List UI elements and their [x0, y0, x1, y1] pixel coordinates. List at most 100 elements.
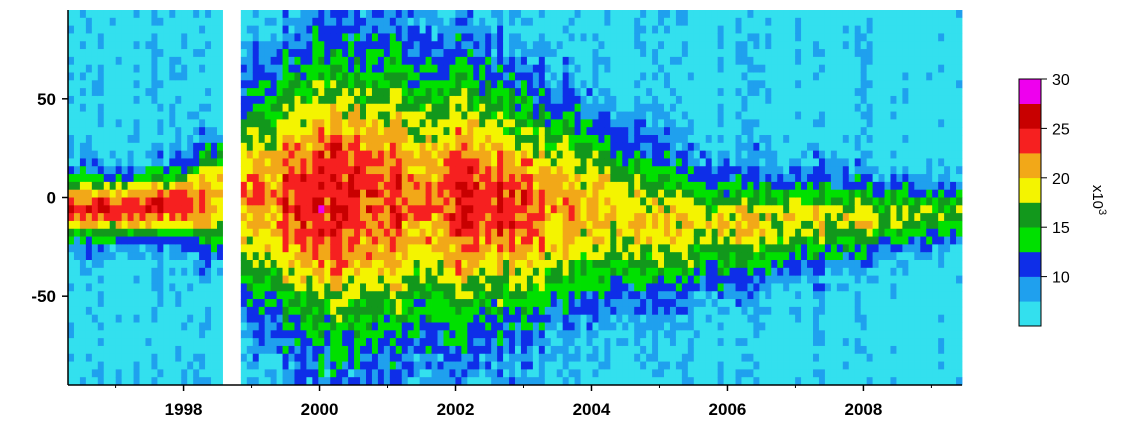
- heatmap-cell: [664, 267, 671, 277]
- heatmap-cell: [479, 369, 486, 378]
- heatmap-cell: [497, 291, 504, 300]
- heatmap-cell: [246, 338, 254, 347]
- heatmap-cell: [270, 181, 277, 191]
- heatmap-cell: [133, 291, 140, 300]
- heatmap-cell: [389, 244, 397, 253]
- heatmap-cell: [330, 127, 337, 136]
- heatmap-cell: [604, 377, 611, 386]
- heatmap-cell: [288, 95, 295, 105]
- heatmap-cell: [377, 72, 385, 81]
- heatmap-cell: [91, 174, 99, 183]
- heatmap-cell: [497, 338, 504, 347]
- heatmap-cell: [97, 345, 105, 355]
- heatmap-cell: [473, 369, 480, 378]
- heatmap-cell: [544, 314, 552, 323]
- heatmap-cell: [592, 135, 599, 144]
- heatmap-cell: [205, 220, 212, 230]
- heatmap-cell: [222, 377, 230, 386]
- heatmap-cell: [658, 166, 665, 175]
- heatmap-cell: [616, 361, 623, 370]
- heatmap-cell: [640, 166, 647, 175]
- heatmap-cell: [252, 25, 260, 34]
- heatmap-cell: [133, 338, 140, 347]
- heatmap-cell: [175, 56, 182, 66]
- heatmap-cell: [246, 353, 254, 362]
- heatmap-cell: [252, 41, 260, 50]
- heatmap-cell: [252, 306, 260, 316]
- heatmap-cell: [646, 64, 653, 73]
- heatmap-cell: [544, 158, 552, 167]
- heatmap-cell: [681, 353, 689, 362]
- heatmap-cell: [669, 283, 677, 292]
- heatmap-cell: [91, 314, 99, 323]
- heatmap-cell: [395, 119, 403, 128]
- heatmap-cell: [628, 345, 635, 355]
- heatmap-cell: [383, 299, 391, 308]
- heatmap-cell: [509, 353, 516, 362]
- heatmap-cell: [181, 150, 188, 159]
- heatmap-cell: [461, 103, 468, 112]
- heatmap-cell: [598, 244, 605, 253]
- heatmap-cell: [556, 95, 564, 105]
- heatmap-cell: [157, 111, 164, 120]
- heatmap-cell: [419, 166, 426, 175]
- heatmap-cell: [562, 314, 570, 323]
- heatmap-cell: [652, 41, 659, 50]
- heatmap-cell: [97, 244, 105, 253]
- heatmap-cell: [109, 64, 117, 73]
- heatmap-cell: [366, 291, 373, 300]
- heatmap-cell: [681, 158, 689, 167]
- heatmap-cell: [103, 158, 111, 167]
- heatmap-cell: [509, 111, 516, 120]
- heatmap-cell: [574, 72, 581, 81]
- heatmap-cell: [187, 345, 194, 355]
- heatmap-cell: [675, 10, 683, 19]
- heatmap-cell: [568, 275, 575, 284]
- heatmap-cell: [282, 64, 289, 73]
- heatmap-cell: [121, 306, 128, 316]
- heatmap-cell: [503, 64, 510, 73]
- heatmap-cell: [371, 189, 379, 198]
- heatmap-cell: [520, 111, 528, 120]
- heatmap-cell: [91, 283, 99, 292]
- heatmap-cell: [264, 181, 272, 191]
- heatmap-cell: [598, 127, 605, 136]
- heatmap-cell: [473, 119, 480, 128]
- heatmap-cell: [640, 283, 647, 292]
- heatmap-cell: [258, 80, 266, 89]
- heatmap-cell: [252, 252, 260, 261]
- heatmap-cell: [658, 377, 665, 386]
- heatmap-cell: [258, 88, 266, 97]
- heatmap-cell: [622, 299, 629, 308]
- heatmap-cell: [669, 306, 677, 316]
- heatmap-cell: [109, 205, 117, 214]
- heatmap-cell: [330, 103, 337, 112]
- heatmap-cell: [270, 158, 277, 167]
- heatmap-cell: [276, 17, 283, 27]
- heatmap-cell: [616, 103, 623, 112]
- heatmap-cell: [258, 181, 266, 191]
- heatmap-cell: [282, 353, 289, 362]
- heatmap-cell: [246, 330, 254, 339]
- heatmap-cell: [85, 322, 93, 331]
- heatmap-cell: [109, 314, 117, 323]
- heatmap-cell: [461, 283, 468, 292]
- heatmap-cell: [473, 64, 480, 73]
- heatmap-cell: [497, 189, 504, 198]
- heatmap-cell: [115, 283, 123, 292]
- heatmap-cell: [443, 56, 450, 66]
- heatmap-cell: [646, 236, 653, 245]
- heatmap-cell: [509, 49, 516, 58]
- heatmap-cell: [407, 361, 415, 370]
- heatmap-cell: [187, 127, 194, 136]
- heatmap-cell: [509, 283, 516, 292]
- heatmap-cell: [443, 377, 450, 386]
- heatmap-cell: [574, 369, 581, 378]
- heatmap-cell: [73, 135, 81, 144]
- heatmap-cell: [205, 103, 212, 112]
- heatmap-cell: [300, 275, 307, 284]
- heatmap-cell: [282, 158, 289, 167]
- heatmap-cell: [592, 213, 599, 222]
- heatmap-cell: [91, 220, 99, 230]
- heatmap-cell: [181, 353, 188, 362]
